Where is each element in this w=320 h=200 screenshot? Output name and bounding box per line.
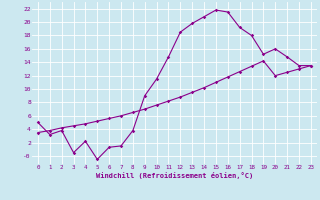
X-axis label: Windchill (Refroidissement éolien,°C): Windchill (Refroidissement éolien,°C) [96, 172, 253, 179]
